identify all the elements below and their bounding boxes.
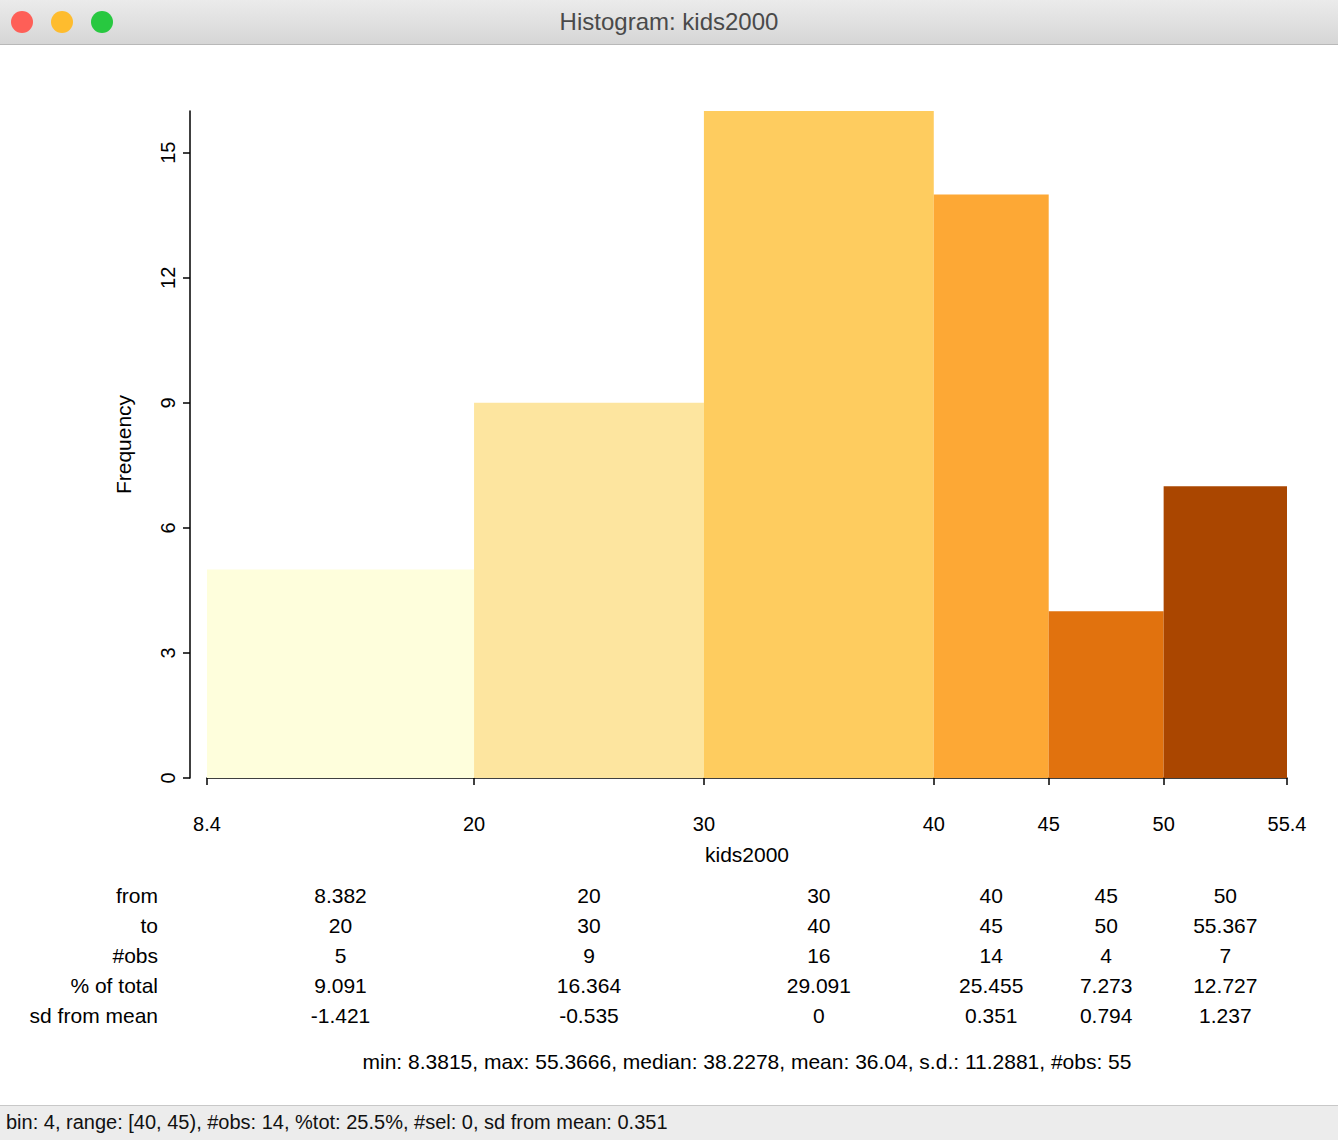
svg-text:45: 45: [1038, 813, 1060, 835]
html-text:20: 20: [577, 884, 601, 907]
html-text:5: 5: [334, 944, 347, 967]
svg-text:kids2000: kids2000: [705, 843, 789, 866]
html-text:45: 45: [1094, 884, 1118, 907]
html-text:50: 50: [1094, 914, 1118, 937]
svg-text:Frequency: Frequency: [112, 394, 135, 494]
html-text:40: 40: [807, 914, 831, 937]
html-text:4: 4: [1100, 944, 1112, 967]
html-text:to: to: [140, 914, 158, 937]
html-text:16.364: 16.364: [556, 974, 622, 997]
svg-text:15: 15: [157, 142, 179, 164]
svg-text:6: 6: [157, 522, 179, 533]
html-text:40: 40: [979, 884, 1003, 907]
html-text:0.351: 0.351: [965, 1004, 1018, 1027]
html-text:45: 45: [979, 914, 1003, 937]
html-text:min: 8.3815, max: 55.3666, med: min: 8.3815, max: 55.3666, median: 38.22…: [362, 1050, 1132, 1073]
html-text:16: 16: [807, 944, 831, 967]
html-text:12.727: 12.727: [1193, 974, 1258, 997]
svg-text:55.4: 55.4: [1268, 813, 1307, 835]
html-text:from: from: [116, 884, 158, 907]
html-text:29.091: 29.091: [786, 974, 851, 997]
svg-text:9: 9: [157, 397, 179, 408]
html-text:% of total: % of total: [70, 974, 158, 997]
html-text:#obs: #obs: [112, 944, 158, 967]
svg-text:0: 0: [157, 772, 179, 783]
html-text:Histogram: kids2000: Histogram: kids2000: [559, 8, 779, 35]
svg-text:50: 50: [1153, 813, 1175, 835]
html-text:9.091: 9.091: [314, 974, 367, 997]
html-text:25.455: 25.455: [959, 974, 1024, 997]
html-text:55.367: 55.367: [1193, 914, 1258, 937]
html-text:8.382: 8.382: [314, 884, 367, 907]
html-text:30: 30: [577, 914, 601, 937]
svg-text:20: 20: [463, 813, 485, 835]
html-text:-0.535: -0.535: [559, 1004, 619, 1027]
svg-text:40: 40: [923, 813, 945, 835]
html-text:14: 14: [979, 944, 1003, 967]
html-text:0.794: 0.794: [1079, 1004, 1133, 1027]
html-text:7.273: 7.273: [1079, 974, 1133, 997]
html-text:7: 7: [1219, 944, 1232, 967]
html-text:1.237: 1.237: [1199, 1004, 1252, 1027]
svg-text:3: 3: [157, 647, 179, 658]
html-text:50: 50: [1213, 884, 1237, 907]
html-text:30: 30: [807, 884, 831, 907]
html-text:20: 20: [328, 914, 353, 937]
html-text:sd from mean: sd from mean: [29, 1004, 158, 1027]
html-text:9: 9: [583, 944, 595, 967]
html-text:-1.421: -1.421: [310, 1004, 371, 1027]
html-text:bin: 4, range: [40, 45), #obs:: bin: 4, range: [40, 45), #obs: 14, %tot:…: [6, 1111, 668, 1133]
svg-text:8.4: 8.4: [193, 813, 221, 835]
svg-text:12: 12: [157, 267, 179, 289]
svg-text:30: 30: [693, 813, 715, 835]
html-text:0: 0: [813, 1004, 825, 1027]
